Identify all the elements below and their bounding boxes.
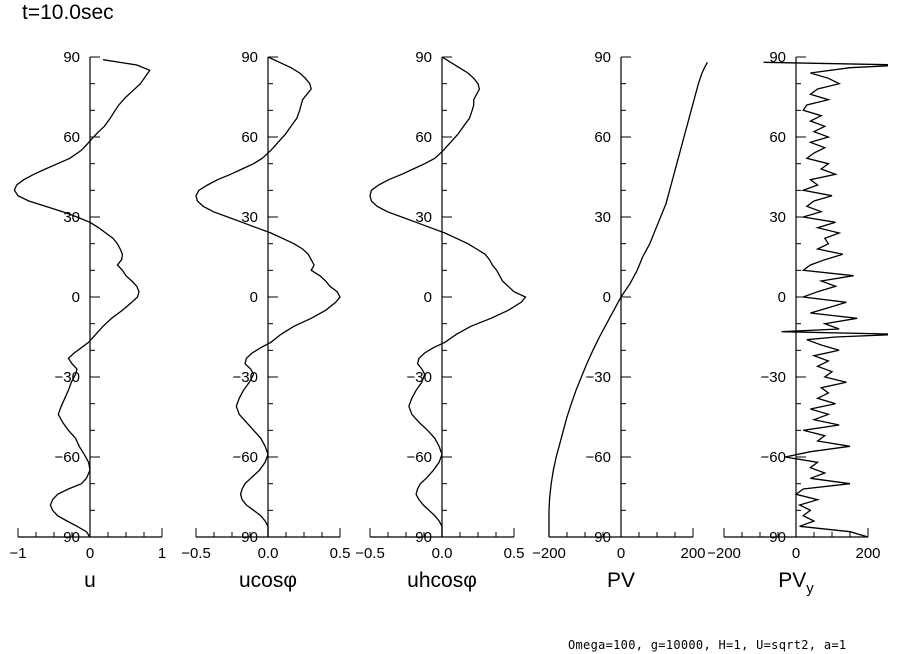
x-tick-label: −1 [9, 545, 26, 562]
y-tick-label: −90 [233, 529, 258, 546]
y-tick-label: −30 [407, 369, 432, 386]
x-axis-label: uhcosφ [407, 569, 477, 592]
y-tick-label: −60 [407, 449, 432, 466]
y-tick-label: 90 [594, 49, 611, 66]
series-line-u [13, 59, 151, 538]
y-tick-label: 30 [769, 209, 786, 226]
y-tick-label: −30 [55, 369, 80, 386]
y-tick-label: 60 [769, 129, 786, 146]
y-tick-label: −60 [586, 449, 611, 466]
series-line-PVy [763, 61, 888, 538]
x-tick-label: 200 [855, 545, 880, 562]
y-tick-label: −90 [586, 529, 611, 546]
y-tick-label: 60 [415, 129, 432, 146]
y-tick-label: 0 [250, 289, 258, 306]
x-tick-label: −0.5 [355, 545, 385, 562]
y-tick-label: −90 [407, 529, 432, 546]
x-tick-label: 1 [158, 545, 166, 562]
y-tick-label: 60 [241, 129, 258, 146]
x-tick-label: 0.0 [258, 545, 279, 562]
x-tick-label: 0.5 [330, 545, 351, 562]
panel-3: −0.5 0.0 0.5 −90 −60 −30 0 30 60 90 uhcosφ [355, 49, 527, 592]
x-tick-label: 0.0 [432, 545, 453, 562]
x-tick-label: 0.5 [504, 545, 525, 562]
x-tick-label: −200 [532, 545, 566, 562]
x-axis-label: PV [607, 569, 635, 592]
y-tick-label: 90 [415, 49, 432, 66]
y-tick-label: 90 [769, 49, 786, 66]
y-tick-label: −60 [55, 449, 80, 466]
x-tick-label: −200 [707, 545, 741, 562]
y-tick-label: 60 [63, 129, 80, 146]
y-tick-label: 0 [72, 289, 80, 306]
x-axis-label: u [84, 569, 96, 592]
y-tick-label: −90 [55, 529, 80, 546]
x-tick-label: 0 [792, 545, 800, 562]
x-tick-label: −0.5 [181, 545, 211, 562]
y-tick-label: −60 [233, 449, 258, 466]
y-tick-label: 0 [424, 289, 432, 306]
x-axis-label: PVy [778, 569, 814, 597]
simulation-parameters: Omega=100, g=10000, H=1, U=sqrt2, a=1 [568, 638, 847, 652]
x-tick-label: 0 [617, 545, 625, 562]
y-tick-label: −30 [233, 369, 258, 386]
panel-5: −200 0 200 −90 −60 −30 0 30 60 90 PVy [707, 49, 888, 597]
x-axis-label-subscript: y [806, 580, 814, 597]
panel-2: −0.5 0.0 0.5 −90 −60 −30 0 30 60 90 ucosφ [181, 49, 350, 592]
y-tick-label: 30 [241, 209, 258, 226]
y-tick-label: 60 [594, 129, 611, 146]
y-tick-label: −90 [761, 529, 786, 546]
y-tick-label: −60 [761, 449, 786, 466]
x-axis-label: ucosφ [239, 569, 297, 592]
y-tick-label: 90 [63, 49, 80, 66]
y-tick-label: 30 [415, 209, 432, 226]
series-line-ucosφ [195, 56, 341, 537]
x-tick-label: 200 [680, 545, 705, 562]
y-tick-label: −30 [761, 369, 786, 386]
chart-title: t=10.0sec [22, 1, 114, 24]
series-line-PV [548, 61, 708, 537]
y-tick-label: 30 [594, 209, 611, 226]
x-tick-label: 0 [86, 545, 94, 562]
y-tick-label: 0 [778, 289, 786, 306]
series-line-uhcosφ [369, 56, 527, 537]
y-tick-label: 90 [241, 49, 258, 66]
panel-4: −200 0 200 −90 −60 −30 0 30 60 90 PV [532, 49, 708, 592]
y-tick-label: 0 [603, 289, 611, 306]
y-tick-label: −30 [586, 369, 611, 386]
